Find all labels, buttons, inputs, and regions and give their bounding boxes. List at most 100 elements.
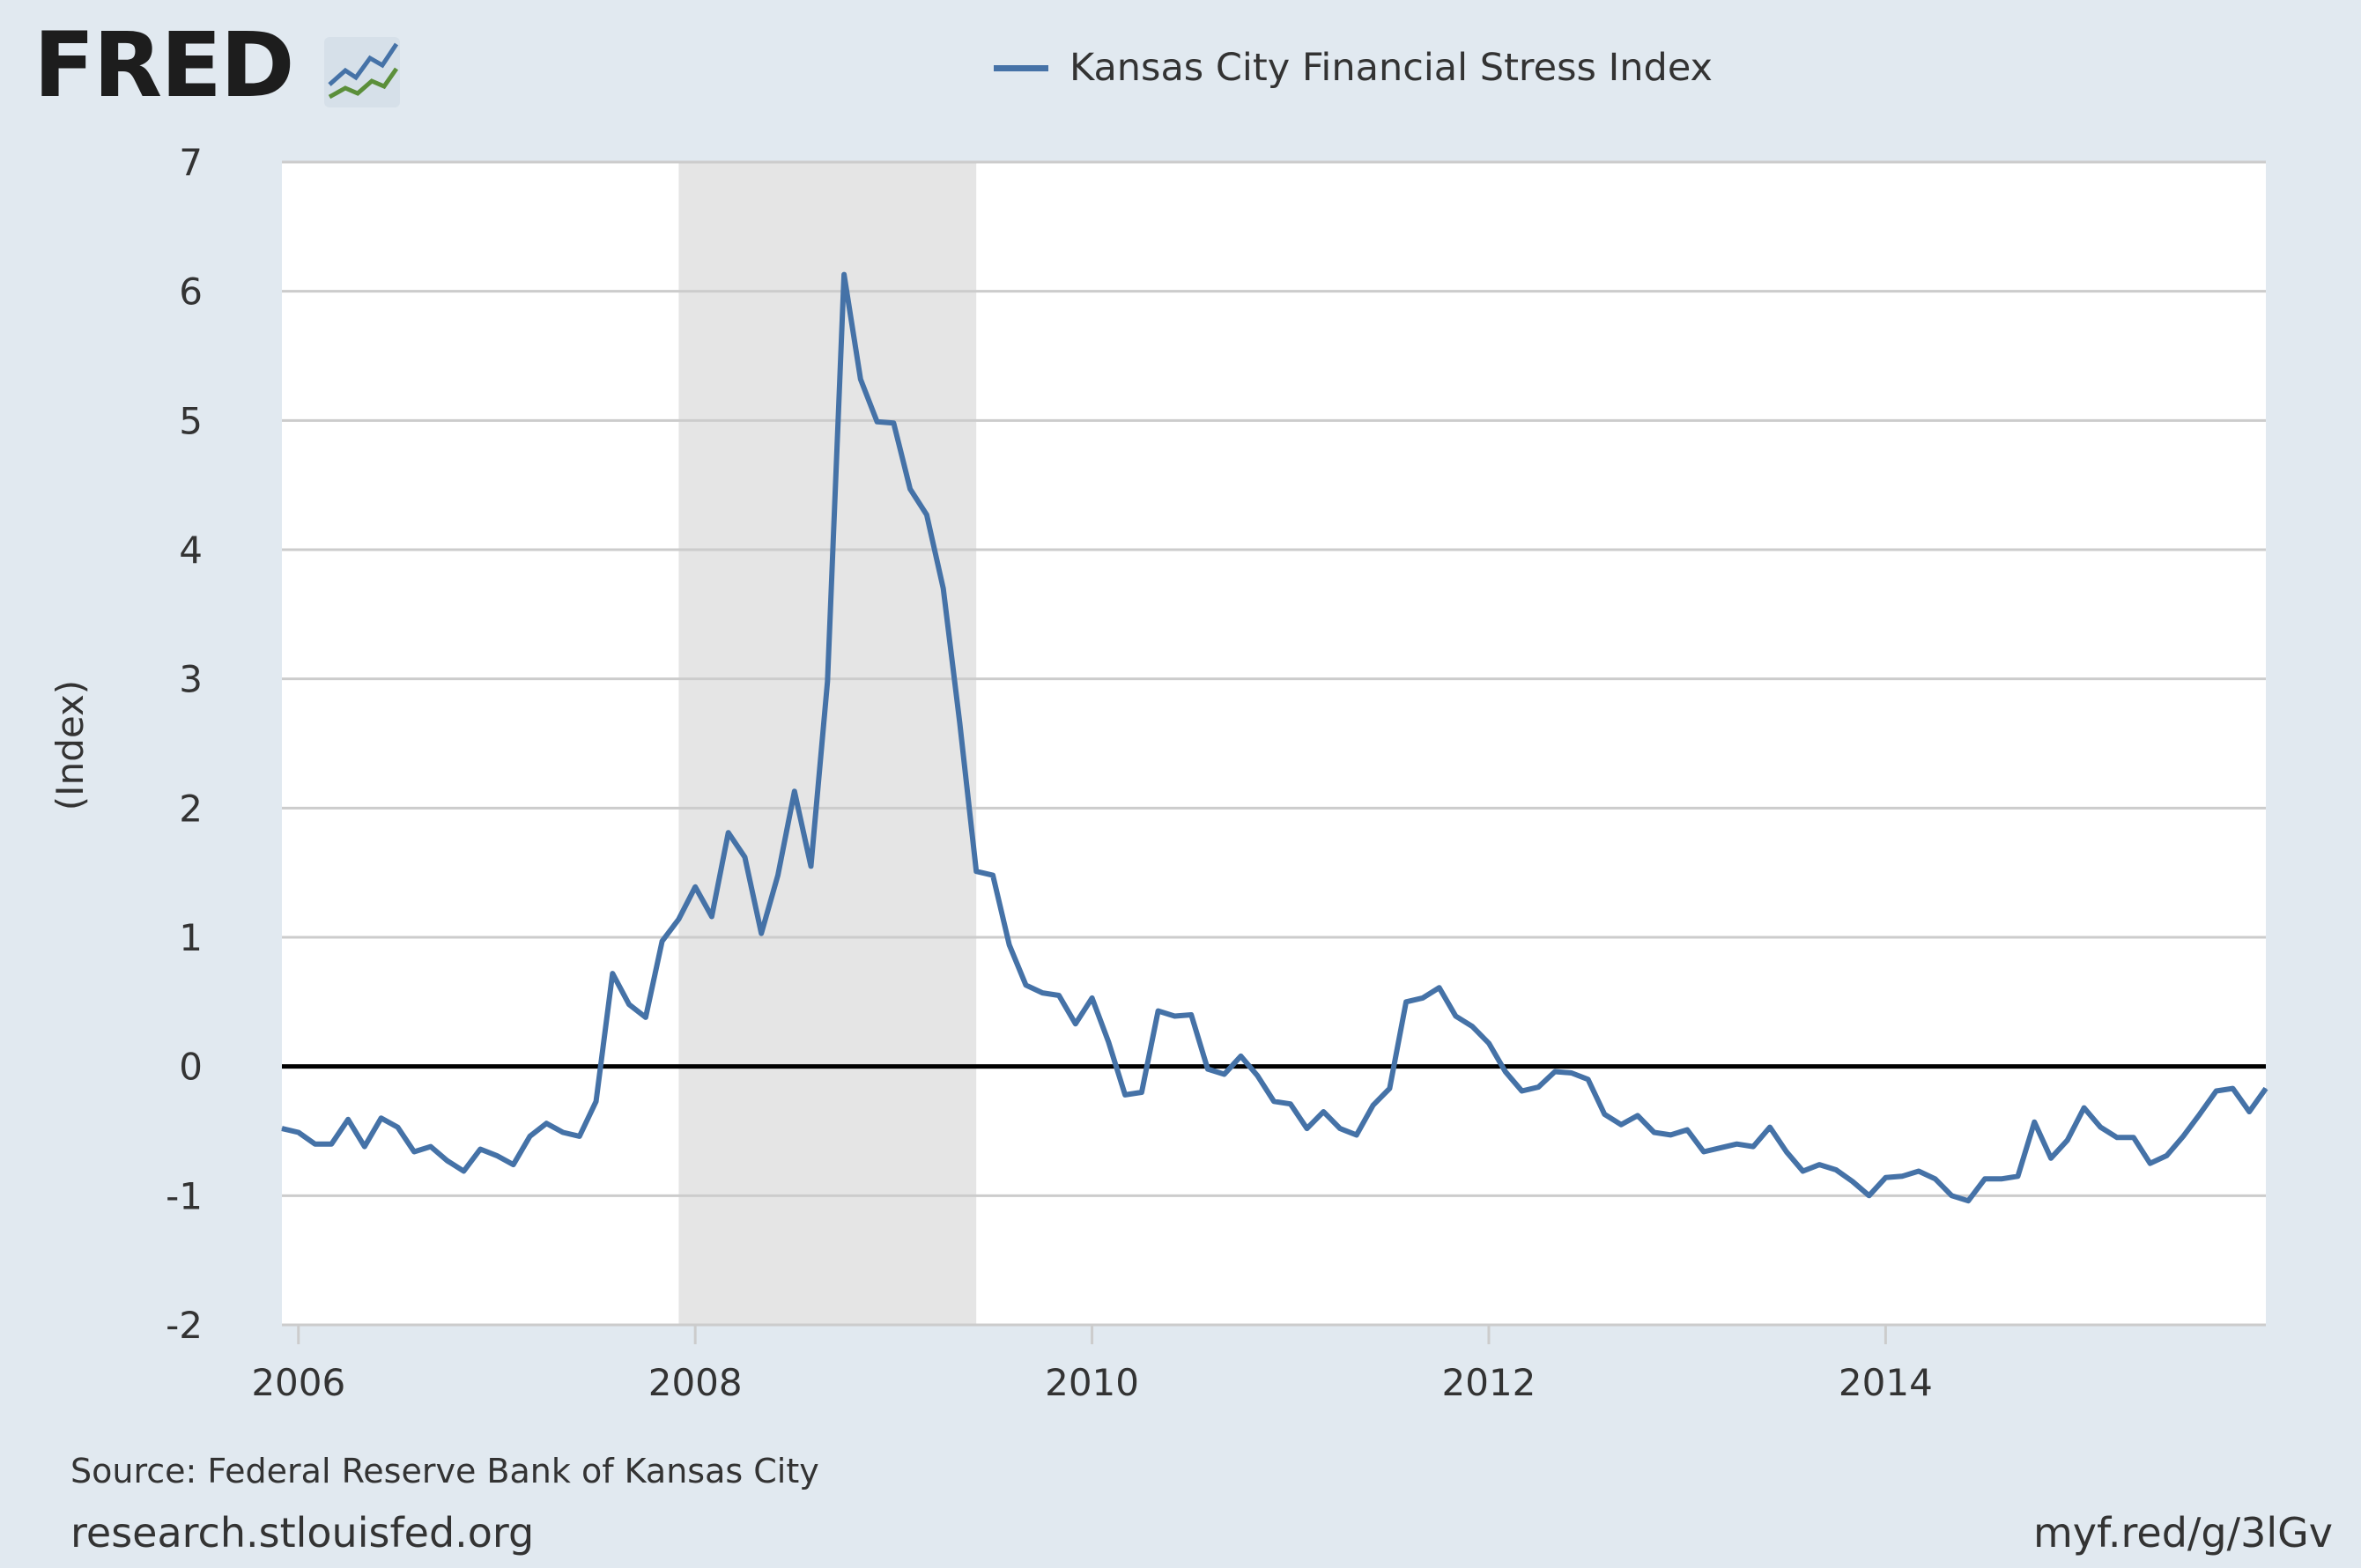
data-point xyxy=(2199,1113,2201,1115)
data-point xyxy=(2083,1107,2085,1109)
data-point xyxy=(396,1127,398,1128)
data-point xyxy=(496,1155,498,1157)
data-point xyxy=(1141,1091,1143,1093)
data-point xyxy=(1439,987,1440,988)
data-point xyxy=(579,1135,581,1137)
data-point xyxy=(545,1122,547,1124)
site-link[interactable]: research.stlouisfed.org xyxy=(70,1509,535,1557)
data-point xyxy=(1786,1150,1787,1152)
data-point xyxy=(1256,1075,1258,1076)
data-point xyxy=(843,274,845,276)
x-tick-label: 2012 xyxy=(1442,1361,1536,1404)
data-point xyxy=(1322,1111,1324,1113)
data-point xyxy=(1769,1127,1771,1128)
data-point xyxy=(1505,1071,1506,1073)
data-point xyxy=(1339,1128,1341,1129)
data-point xyxy=(1720,1147,1721,1149)
fred-chart-icon xyxy=(324,37,400,107)
short-url-link[interactable]: myf.red/g/3lGv xyxy=(2032,1509,2333,1557)
data-point xyxy=(2033,1121,2035,1123)
data-point xyxy=(975,870,977,872)
data-point xyxy=(2017,1175,2018,1177)
data-point xyxy=(1984,1178,1986,1180)
data-point xyxy=(330,1143,332,1145)
data-point xyxy=(2099,1127,2101,1128)
plot-area xyxy=(282,162,2266,1325)
recession-band xyxy=(678,162,977,1325)
data-point xyxy=(694,886,696,888)
data-point xyxy=(479,1149,481,1150)
data-point xyxy=(2116,1136,2118,1138)
data-point xyxy=(1637,1114,1639,1116)
y-tick-label: -2 xyxy=(166,1304,203,1347)
data-point xyxy=(810,865,812,867)
data-point xyxy=(794,790,796,792)
data-point xyxy=(1901,1175,1903,1177)
data-point xyxy=(926,514,928,515)
data-point xyxy=(2165,1155,2167,1157)
data-point xyxy=(447,1160,448,1162)
x-tick-label: 2014 xyxy=(1839,1361,1933,1404)
fred-logo[interactable]: FRED xyxy=(33,13,295,118)
chart-legend: Kansas City Financial Stress Index xyxy=(994,46,1713,90)
data-point xyxy=(992,875,994,876)
data-point xyxy=(860,378,862,380)
data-point xyxy=(1603,1113,1605,1115)
data-point xyxy=(1124,1094,1126,1096)
data-point xyxy=(760,933,762,935)
data-point xyxy=(1240,1055,1241,1057)
data-point xyxy=(1620,1124,1622,1126)
data-point xyxy=(1422,997,1424,999)
data-point xyxy=(1835,1169,1837,1171)
data-point xyxy=(1752,1146,1754,1148)
data-point xyxy=(1273,1100,1275,1102)
data-point xyxy=(826,681,828,683)
data-point xyxy=(1571,1072,1573,1074)
y-tick-label: 0 xyxy=(179,1046,203,1089)
data-point xyxy=(347,1119,349,1121)
y-tick-label: 5 xyxy=(179,399,203,442)
data-point xyxy=(1388,1088,1390,1090)
y-tick-label: 2 xyxy=(179,787,203,830)
data-point xyxy=(1703,1150,1705,1152)
data-point xyxy=(1488,1042,1490,1044)
y-axis-label: (Index) xyxy=(48,680,92,810)
data-point xyxy=(1852,1180,1854,1182)
data-point xyxy=(909,488,911,490)
data-point xyxy=(281,1128,283,1129)
data-point xyxy=(1058,995,1060,996)
data-point xyxy=(1025,984,1026,986)
data-point xyxy=(2182,1135,2184,1137)
data-point xyxy=(958,722,960,724)
data-point xyxy=(2231,1088,2233,1090)
data-point xyxy=(1471,1025,1473,1027)
data-point xyxy=(1041,992,1043,994)
data-point xyxy=(1884,1177,1886,1179)
data-point xyxy=(892,422,894,424)
data-point xyxy=(628,1003,630,1005)
y-tick-label: 7 xyxy=(179,141,203,184)
data-point xyxy=(1554,1071,1556,1073)
source-note: Source: Federal Reserve Bank of Kansas C… xyxy=(70,1452,819,1490)
y-tick-label: 3 xyxy=(179,658,203,701)
data-point xyxy=(1009,944,1010,946)
data-point xyxy=(463,1170,464,1172)
data-point xyxy=(611,973,613,974)
data-point xyxy=(364,1146,366,1148)
data-point xyxy=(1802,1170,1804,1172)
data-point xyxy=(1454,1015,1456,1017)
data-point xyxy=(1918,1170,1920,1172)
series-layer xyxy=(281,271,2268,1204)
data-point xyxy=(777,875,779,876)
recession-layer xyxy=(678,162,977,1325)
data-point xyxy=(1967,1200,1969,1202)
data-point xyxy=(1107,1041,1109,1043)
data-point xyxy=(943,588,944,589)
y-tick-label: 4 xyxy=(179,529,203,572)
data-point xyxy=(413,1150,415,1152)
data-point xyxy=(562,1131,564,1133)
x-tick-label: 2008 xyxy=(648,1361,743,1404)
legend-label[interactable]: Kansas City Financial Stress Index xyxy=(1069,46,1713,90)
